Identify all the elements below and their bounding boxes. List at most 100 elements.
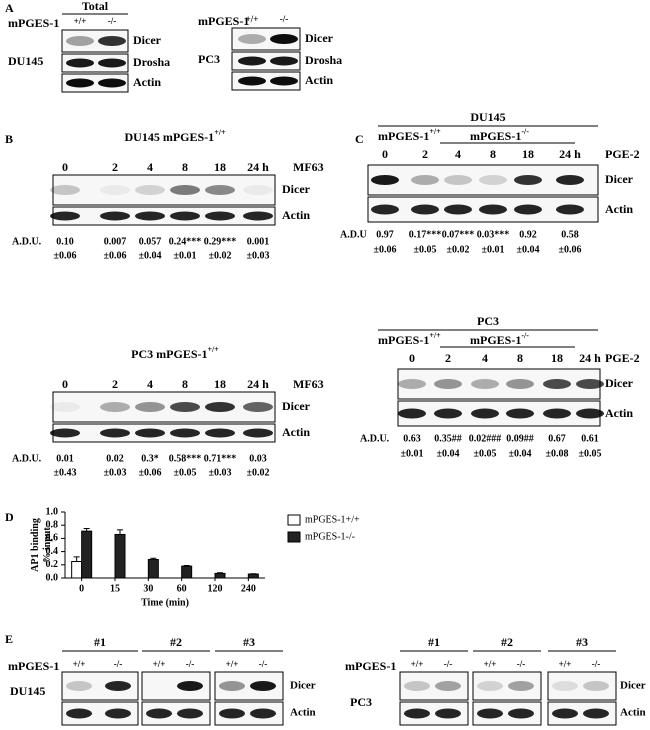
lane-label: 0 — [409, 351, 415, 365]
genotype: -/- — [114, 659, 123, 669]
band — [170, 211, 200, 221]
adu-value: 0.01 — [56, 453, 74, 464]
adu-value: 0.10 — [56, 236, 74, 247]
adu-value: 0.057 — [139, 236, 162, 247]
lane-label: 24 h — [559, 147, 581, 161]
band — [100, 428, 130, 438]
bar — [114, 533, 126, 579]
band — [477, 708, 503, 719]
y-tick-label: 0.0 — [46, 572, 59, 583]
y-tick-label: 1.0 — [46, 506, 59, 517]
adu-sd: ±0.04 — [437, 448, 460, 459]
adu-sd: ±0.43 — [54, 467, 77, 478]
band — [135, 402, 165, 412]
band — [411, 204, 439, 215]
band — [205, 185, 235, 195]
lane-label: 18 — [522, 147, 534, 161]
band — [411, 175, 439, 185]
band — [243, 428, 273, 438]
band — [170, 185, 200, 195]
adu-value: 0.001 — [247, 236, 270, 247]
blot — [52, 391, 276, 423]
adu-label: A.D.U. — [360, 433, 390, 444]
band — [583, 708, 609, 719]
adu-label: A.D.U — [340, 229, 367, 240]
band — [98, 36, 126, 46]
band — [404, 681, 430, 691]
adu-sd: ±0.06 — [374, 244, 397, 255]
blot — [399, 671, 469, 701]
adu-value: 0.58 — [561, 229, 579, 240]
band — [398, 379, 426, 389]
band — [556, 175, 584, 185]
lane-label: 4 — [147, 377, 153, 391]
lane-label: 2 — [445, 351, 451, 365]
band — [105, 681, 131, 691]
x-tick-label: 60 — [177, 583, 187, 594]
blot-title-sup: +/+ — [208, 345, 220, 354]
blot — [399, 701, 469, 726]
adu-value: 0.3* — [141, 453, 159, 464]
blot-label: Dicer — [282, 399, 311, 413]
lane-label: 8 — [517, 351, 523, 365]
blot-label: Dicer — [605, 376, 634, 390]
band — [270, 76, 298, 86]
group-label: #1 — [94, 635, 106, 649]
adu-sd: ±0.08 — [546, 448, 569, 459]
lane-label: 2 — [112, 160, 118, 174]
blot-title: PC3 mPGES-1+/+ — [131, 345, 219, 361]
genotype: +/+ — [73, 659, 86, 669]
error-bar — [217, 572, 223, 574]
genotype: +/+ — [74, 16, 87, 26]
band — [238, 56, 266, 66]
x-tick-label: 240 — [241, 583, 256, 594]
band — [66, 36, 94, 46]
cell-line: PC3 — [477, 314, 499, 328]
legend-label: mPGES-1+/+ — [305, 514, 360, 525]
band — [434, 379, 462, 389]
adu-sd: ±0.01 — [482, 244, 505, 255]
band — [238, 34, 266, 44]
row-label: mPGES-1 — [8, 16, 59, 30]
header: Total — [82, 0, 109, 13]
lane-label: 2 — [422, 147, 428, 161]
blot — [214, 701, 284, 726]
adu-sd: ±0.02 — [447, 244, 470, 255]
genotype: -/- — [259, 659, 268, 669]
y-axis-label: AP1 binding% input — [30, 518, 53, 572]
band — [556, 204, 584, 215]
band — [398, 408, 426, 419]
legend-label: mPGES-1-/- — [305, 531, 355, 542]
band — [479, 204, 507, 215]
error-bar — [117, 529, 123, 535]
legend-swatch — [287, 531, 301, 543]
group-label: #3 — [576, 635, 588, 649]
panel-letter: C — [355, 132, 364, 146]
band — [66, 681, 92, 691]
group-label-sup: +/+ — [429, 331, 441, 340]
band — [205, 211, 235, 221]
blot-label: Actin — [605, 202, 633, 216]
band — [135, 428, 165, 438]
adu-value: 0.02 — [106, 453, 124, 464]
band — [471, 408, 499, 419]
adu-sd: ±0.06 — [139, 467, 162, 478]
blot — [61, 53, 129, 73]
band — [243, 402, 273, 412]
adu-value: 0.09## — [506, 433, 534, 444]
band — [471, 379, 499, 389]
band — [270, 34, 298, 44]
band — [508, 708, 534, 719]
x-tick-label: 0 — [79, 583, 84, 594]
x-tick-label: 15 — [110, 583, 120, 594]
band — [576, 379, 604, 389]
band — [444, 204, 472, 215]
adu-value: 0.71*** — [204, 453, 237, 464]
legend-swatch — [287, 514, 301, 526]
x-tick-label: 30 — [143, 583, 153, 594]
genotype: -/- — [108, 16, 117, 26]
band — [543, 408, 571, 419]
band — [435, 681, 461, 691]
adu-sd: ±0.01 — [401, 448, 424, 459]
